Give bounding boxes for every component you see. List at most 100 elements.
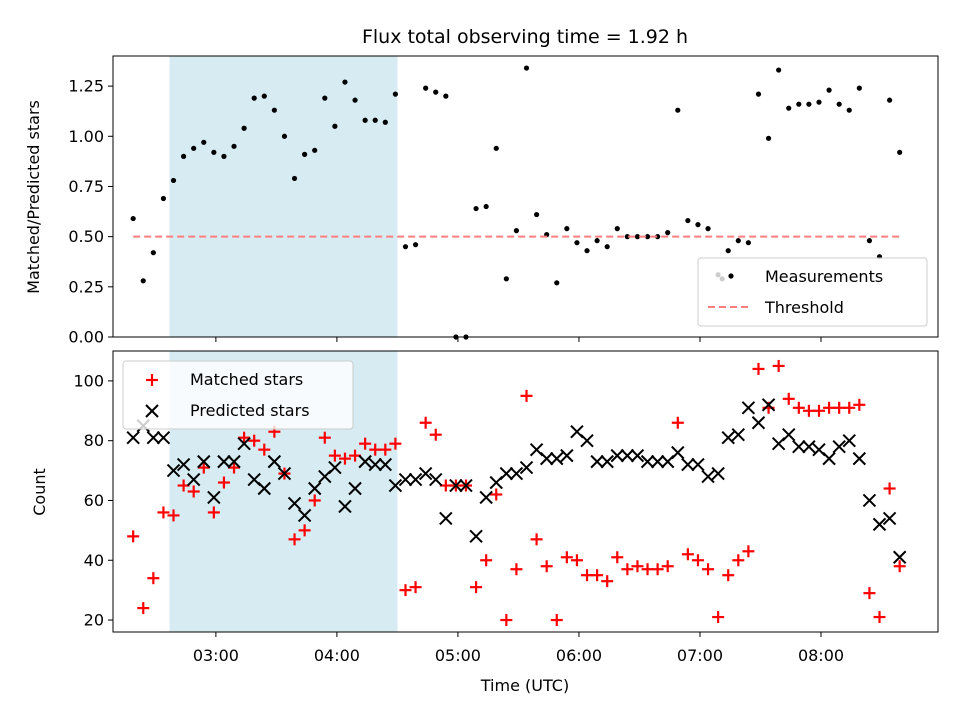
- matched-star-point: [308, 494, 321, 507]
- top-legend-box: [697, 257, 928, 327]
- measurement-point: [201, 139, 207, 145]
- predicted-star-point: [449, 478, 463, 493]
- matched-star-point: [772, 359, 785, 372]
- predicted-star-point: [388, 478, 403, 493]
- measurement-point: [261, 93, 267, 99]
- matched-star-point: [843, 401, 856, 414]
- predicted-star-point: [691, 457, 705, 472]
- measurement-point: [382, 119, 388, 125]
- measurement-point: [796, 101, 802, 107]
- predicted-star-point: [146, 430, 161, 445]
- y-tick-label: 1.25: [68, 77, 104, 96]
- top-legend: Measurements Threshold: [697, 257, 928, 327]
- measurement-point: [352, 97, 358, 103]
- predicted-star-point: [338, 499, 352, 514]
- predicted-star-point: [550, 451, 564, 466]
- measurement-point: [433, 89, 439, 95]
- matched-star-point: [470, 581, 483, 594]
- predicted-star-point: [630, 448, 645, 463]
- measurement-point: [180, 153, 187, 159]
- measurement-point: [574, 240, 580, 246]
- matched-star-point: [338, 452, 351, 465]
- predicted-star-point: [227, 454, 241, 469]
- measurement-point: [140, 278, 146, 284]
- measurement-point: [221, 153, 227, 159]
- predicted-star-point: [156, 430, 171, 445]
- measurement-point: [634, 234, 641, 240]
- matched-star-point: [591, 569, 604, 582]
- y-tick-label: 100: [73, 371, 104, 390]
- matched-star-point: [167, 509, 180, 522]
- measurement-point: [564, 226, 570, 232]
- predicted-star-point: [892, 550, 907, 564]
- y-tick-label: 40: [84, 551, 104, 570]
- predicted-star-point: [741, 401, 756, 415]
- y-tick-label: 20: [84, 611, 104, 630]
- matched-star-point: [419, 416, 432, 429]
- matched-star-point: [833, 401, 846, 414]
- matched-star-point: [298, 524, 311, 537]
- matched-star-point: [369, 443, 382, 456]
- matched-star-point: [288, 533, 301, 546]
- measurement-point: [786, 105, 792, 111]
- predicted-star-point: [842, 433, 856, 448]
- y-tick-label: 1.00: [68, 127, 104, 146]
- measurement-point: [675, 107, 681, 113]
- matched-star-point: [349, 449, 362, 462]
- x-tick-label: 03:00: [193, 646, 239, 665]
- predicted-star-point: [308, 481, 322, 496]
- predicted-star-point: [600, 454, 614, 469]
- matched-star-point: [873, 611, 886, 624]
- matched-star-point: [732, 554, 745, 567]
- predicted-star-point: [328, 460, 342, 475]
- matched-star-point: [399, 584, 412, 597]
- bottom-y-ticks: 20 40 60 80 100: [73, 371, 113, 630]
- predicted-star-point: [560, 448, 574, 463]
- measurement-point: [735, 238, 741, 244]
- predicted-star-point: [479, 490, 493, 505]
- predicted-star-point: [519, 460, 534, 475]
- measurement-point: [362, 117, 368, 123]
- predicted-star-point: [358, 454, 372, 469]
- measurement-point: [160, 195, 167, 202]
- legend-predicted-marker: [145, 404, 159, 418]
- y-tick-label: 60: [84, 491, 104, 510]
- bottom-series-group: [126, 359, 907, 627]
- predicted-star-point: [368, 457, 382, 472]
- matched-star-point: [681, 548, 694, 561]
- measurement-point: [705, 226, 711, 232]
- matched-star-point: [641, 563, 654, 576]
- predicted-star-point: [711, 466, 725, 481]
- predicted-star-point: [640, 454, 655, 469]
- measurement-point: [443, 93, 449, 99]
- top-panel-title: Flux total observing time = 1.92 h: [362, 26, 688, 48]
- matched-star-point: [782, 392, 795, 405]
- measurement-point: [776, 67, 782, 73]
- matched-star-point: [702, 563, 715, 576]
- measurement-point: [231, 143, 237, 149]
- predicted-star-point: [852, 451, 867, 466]
- matched-star-point: [853, 398, 866, 411]
- matched-star-point: [601, 575, 614, 588]
- predicted-star-point: [792, 439, 806, 454]
- matched-star-point: [631, 560, 644, 573]
- measurement-point: [281, 133, 288, 139]
- matched-star-point: [651, 563, 664, 576]
- predicted-star-point: [671, 445, 685, 460]
- predicted-star-point: [761, 398, 776, 412]
- measurement-point: [584, 248, 590, 254]
- bottom-y-axis-label: Count: [30, 468, 49, 516]
- measurement-point: [856, 85, 862, 91]
- top-series-group: [130, 65, 903, 340]
- x-tick-label: 08:00: [798, 646, 844, 665]
- measurement-point: [150, 250, 156, 256]
- measurement-point: [614, 226, 620, 232]
- matched-star-point: [520, 389, 533, 402]
- y-tick-label: 0.75: [68, 177, 104, 196]
- predicted-star-point: [297, 508, 312, 523]
- predicted-star-point: [237, 436, 251, 451]
- matched-star-point: [691, 554, 704, 567]
- matched-star-point: [490, 488, 503, 501]
- measurement-point: [665, 230, 671, 236]
